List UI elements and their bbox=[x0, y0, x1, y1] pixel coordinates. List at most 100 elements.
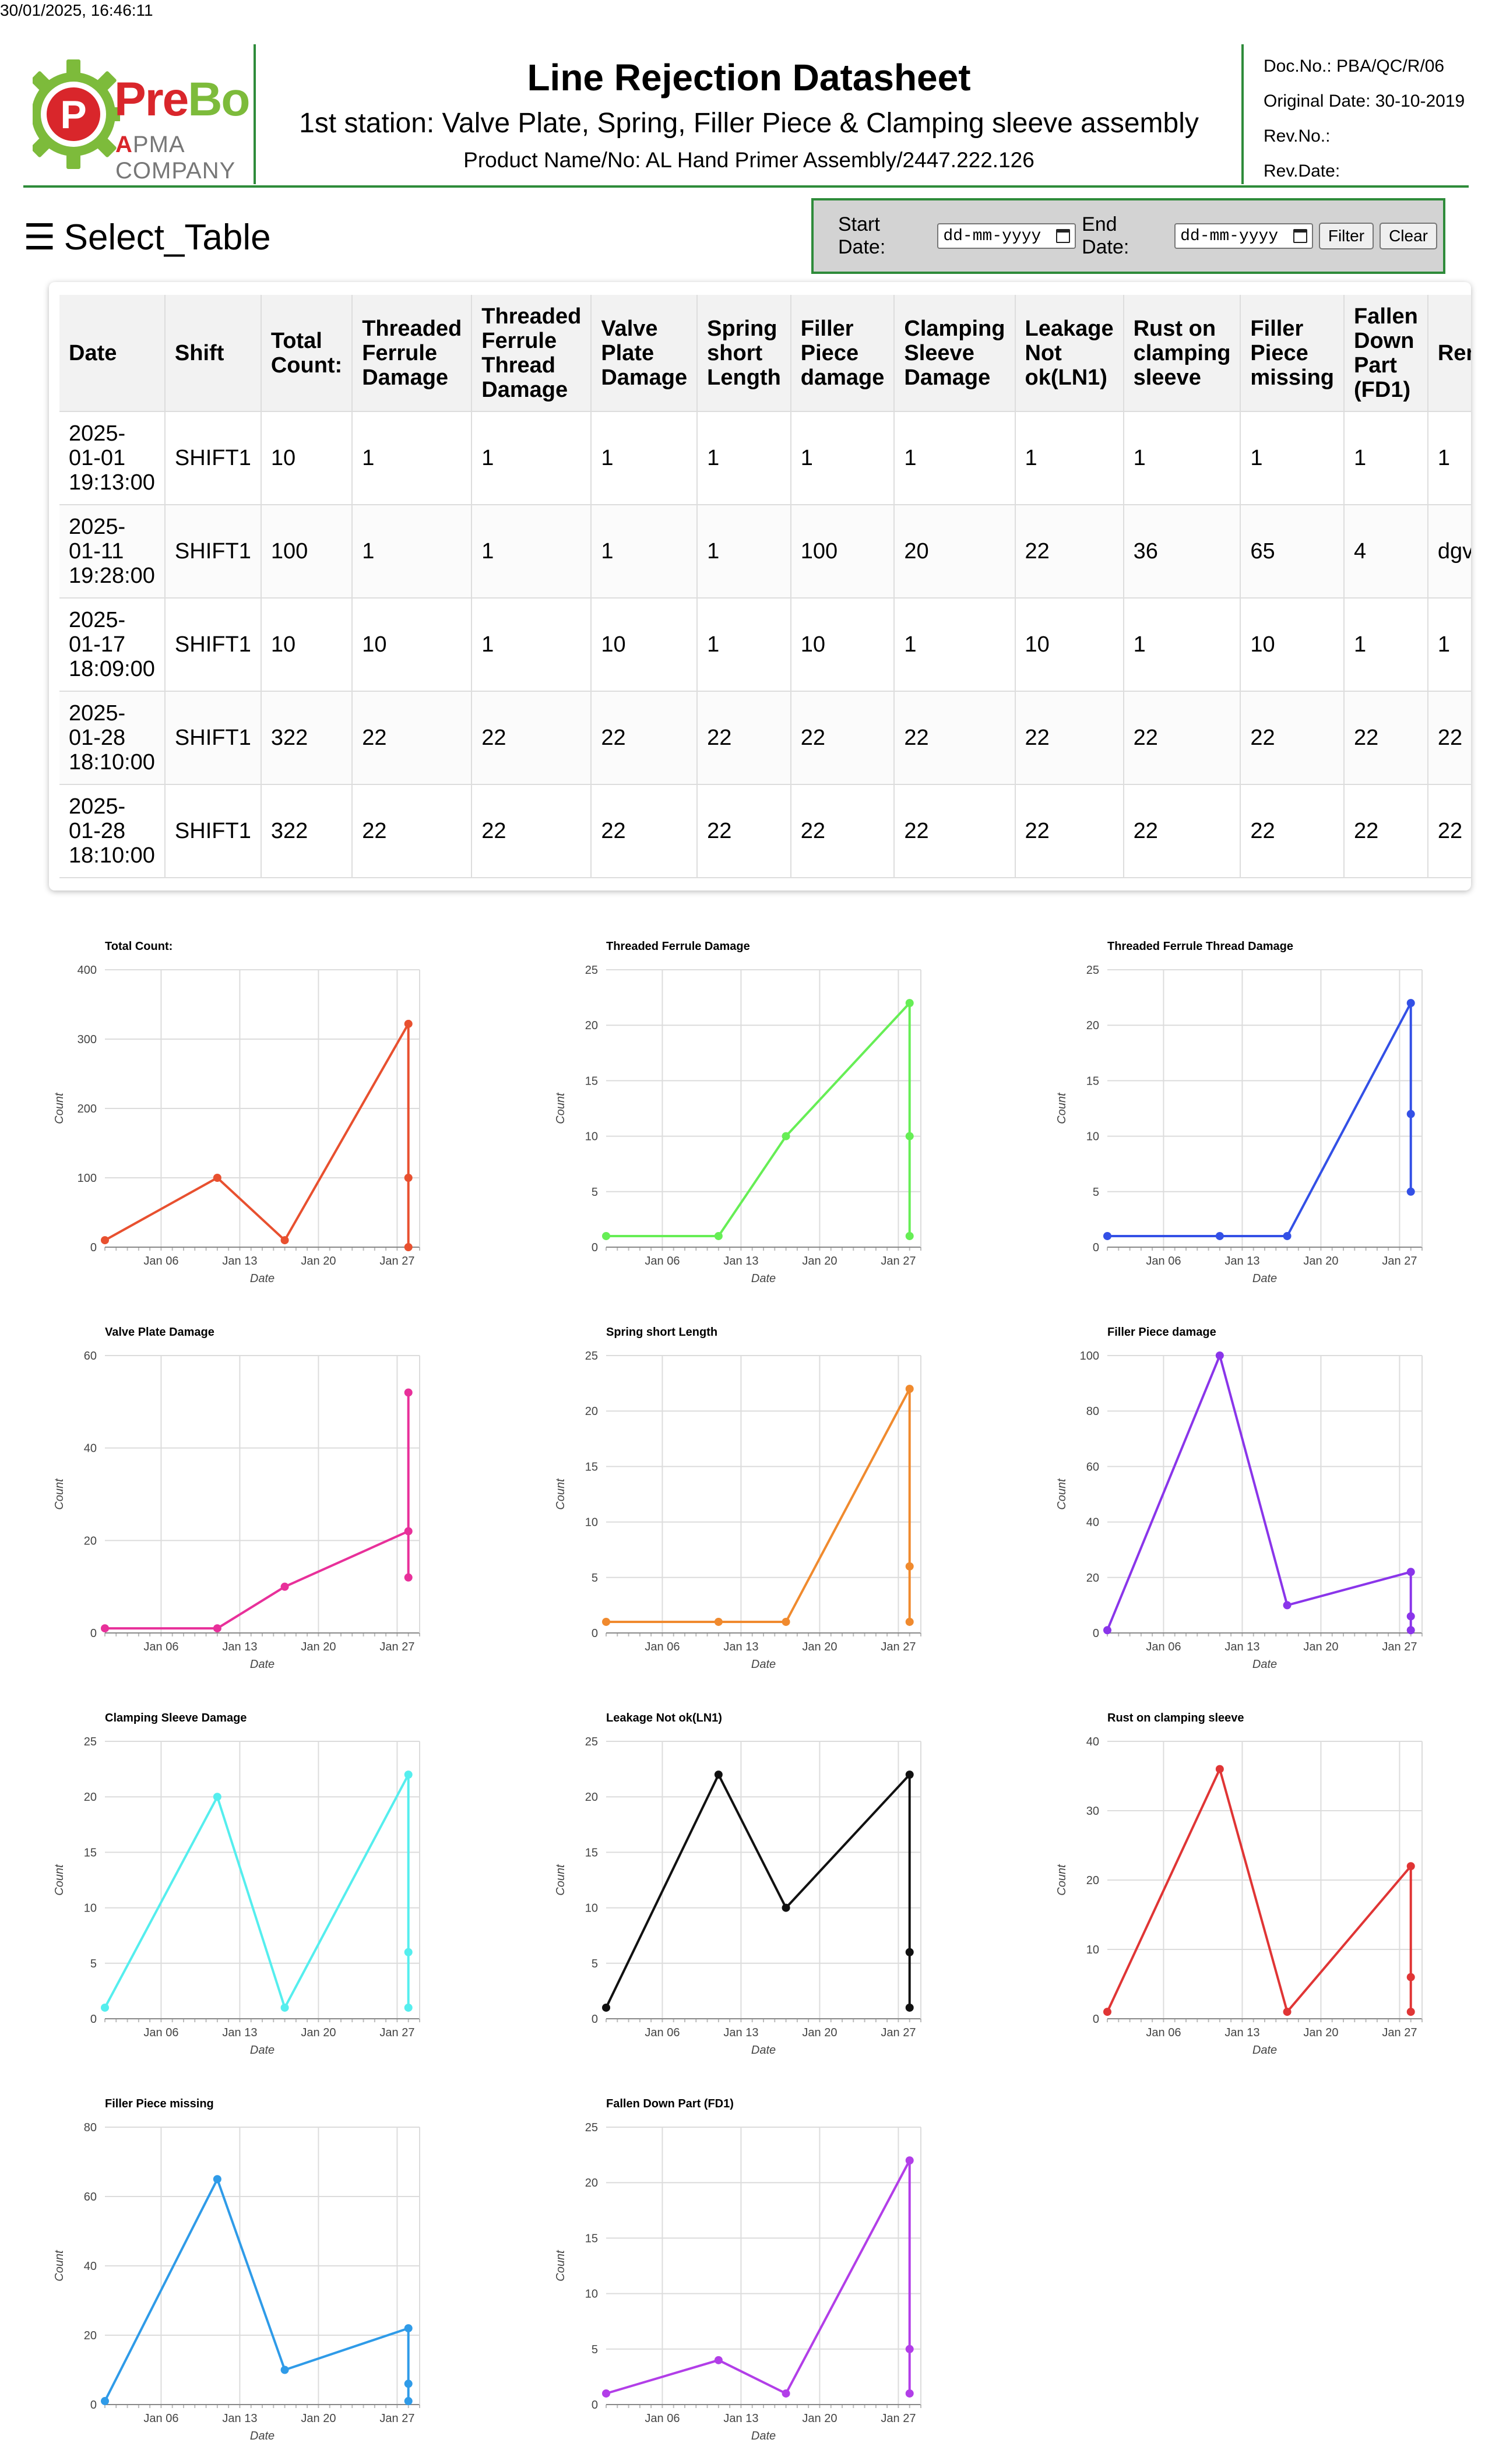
data-point[interactable] bbox=[782, 1132, 790, 1141]
table-cell: 22 bbox=[697, 784, 791, 878]
data-point[interactable] bbox=[1103, 1626, 1111, 1635]
data-point[interactable] bbox=[905, 1562, 914, 1571]
data-point[interactable] bbox=[905, 1770, 914, 1779]
series-line bbox=[104, 1774, 410, 2011]
y-tick-label: 0 bbox=[1093, 1627, 1099, 1640]
start-date-input[interactable]: dd-mm-yyyy bbox=[937, 223, 1076, 249]
data-point[interactable] bbox=[1283, 1601, 1292, 1610]
data-point[interactable] bbox=[1406, 1187, 1415, 1196]
y-tick-label: 10 bbox=[1086, 1131, 1099, 1143]
data-point[interactable] bbox=[1103, 1231, 1111, 1240]
select-table-menu[interactable]: ☰ Select_Table bbox=[23, 214, 271, 261]
calendar-icon[interactable] bbox=[1056, 229, 1071, 243]
y-tick-label: 15 bbox=[84, 1846, 97, 1859]
data-point[interactable] bbox=[1215, 1351, 1224, 1360]
calendar-icon[interactable] bbox=[1293, 229, 1307, 243]
hamburger-icon[interactable]: ☰ bbox=[23, 217, 56, 258]
y-tick-label: 200 bbox=[78, 1103, 97, 1115]
data-point[interactable] bbox=[782, 1903, 790, 1912]
x-tick-label: Jan 06 bbox=[143, 2412, 178, 2425]
data-point[interactable] bbox=[404, 1243, 413, 1251]
x-tick-label: Jan 20 bbox=[1303, 1255, 1338, 1268]
data-point[interactable] bbox=[905, 1617, 914, 1626]
data-point[interactable] bbox=[714, 2356, 723, 2364]
data-point[interactable] bbox=[404, 1527, 413, 1536]
data-point[interactable] bbox=[404, 1388, 413, 1397]
data-point[interactable] bbox=[1406, 1973, 1415, 1981]
data-point[interactable] bbox=[1406, 1862, 1415, 1871]
data-point[interactable] bbox=[1406, 999, 1415, 1008]
data-point[interactable] bbox=[1215, 1765, 1224, 1773]
data-point[interactable] bbox=[1283, 1231, 1292, 1240]
table-row: 2025-01-28 18:10:00 SHIFT1 322 22 22 22 22 22 22… bbox=[59, 784, 1471, 878]
x-tick-label: Jan 27 bbox=[881, 1255, 916, 1268]
data-point[interactable] bbox=[905, 999, 914, 1008]
logo-icon-letter: P bbox=[60, 93, 86, 137]
data-point[interactable] bbox=[1103, 2008, 1111, 2016]
data-point[interactable] bbox=[404, 2003, 413, 2012]
data-point[interactable] bbox=[714, 1770, 723, 1779]
x-tick-label: Jan 27 bbox=[1382, 2026, 1417, 2039]
x-tick-label: Jan 20 bbox=[1303, 2026, 1338, 2039]
data-point[interactable] bbox=[1406, 1110, 1415, 1118]
x-tick-label: Jan 13 bbox=[723, 2412, 758, 2425]
data-point[interactable] bbox=[905, 2345, 914, 2353]
data-point[interactable] bbox=[213, 1624, 221, 1633]
data-point[interactable] bbox=[213, 2175, 221, 2184]
table-cell: 1 bbox=[591, 411, 698, 505]
data-point[interactable] bbox=[905, 1132, 914, 1141]
data-point[interactable] bbox=[782, 1617, 790, 1626]
data-point[interactable] bbox=[404, 1770, 413, 1779]
series-line bbox=[1107, 1002, 1412, 1237]
data-point[interactable] bbox=[1406, 1568, 1415, 1576]
data-point[interactable] bbox=[404, 1174, 413, 1182]
data-point[interactable] bbox=[404, 1573, 413, 1582]
data-point[interactable] bbox=[404, 2324, 413, 2333]
data-point[interactable] bbox=[101, 1236, 109, 1245]
y-tick-label: 10 bbox=[585, 1902, 598, 1915]
clear-button[interactable]: Clear bbox=[1380, 223, 1437, 249]
x-tick-label: Jan 13 bbox=[723, 2026, 758, 2039]
data-point[interactable] bbox=[404, 2397, 413, 2406]
data-point[interactable] bbox=[101, 2397, 109, 2406]
y-tick-label: 300 bbox=[78, 1033, 97, 1046]
y-axis-label: Count bbox=[53, 1478, 66, 1510]
data-point[interactable] bbox=[905, 2389, 914, 2398]
data-point[interactable] bbox=[1406, 2008, 1415, 2016]
data-point[interactable] bbox=[101, 1624, 109, 1633]
data-point[interactable] bbox=[602, 2389, 610, 2398]
data-point[interactable] bbox=[1283, 2008, 1292, 2016]
chart-title: Threaded Ferrule Thread Damage bbox=[1107, 940, 1293, 953]
data-point[interactable] bbox=[280, 2366, 289, 2374]
data-point[interactable] bbox=[714, 1617, 723, 1626]
filter-button[interactable]: Filter bbox=[1318, 223, 1374, 249]
data-point[interactable] bbox=[602, 1231, 610, 1240]
data-point[interactable] bbox=[905, 2003, 914, 2012]
data-point[interactable] bbox=[280, 1236, 289, 1245]
chart-total-count: Total Count: 0 100 200 300 400 Jan 06 Jan 13 Jan… bbox=[47, 932, 431, 1285]
table-cell: 22 bbox=[1015, 691, 1124, 785]
table-cell: 2025-01-17 18:09:00 bbox=[59, 598, 166, 692]
data-point[interactable] bbox=[782, 2389, 790, 2398]
data-point[interactable] bbox=[213, 1793, 221, 1801]
data-point[interactable] bbox=[905, 1948, 914, 1956]
y-tick-label: 15 bbox=[1086, 1075, 1099, 1087]
data-point[interactable] bbox=[1406, 1612, 1415, 1621]
data-point[interactable] bbox=[101, 2003, 109, 2012]
data-point[interactable] bbox=[905, 2156, 914, 2165]
x-tick-label: Jan 20 bbox=[802, 1255, 837, 1268]
data-point[interactable] bbox=[404, 1019, 413, 1028]
data-point[interactable] bbox=[213, 1174, 221, 1182]
data-point[interactable] bbox=[404, 2379, 413, 2388]
data-point[interactable] bbox=[1215, 1231, 1224, 1240]
data-point[interactable] bbox=[905, 1231, 914, 1240]
data-point[interactable] bbox=[602, 2003, 610, 2012]
data-point[interactable] bbox=[280, 2003, 289, 2012]
data-point[interactable] bbox=[905, 1385, 914, 1393]
data-point[interactable] bbox=[714, 1231, 723, 1240]
data-point[interactable] bbox=[280, 1582, 289, 1591]
data-point[interactable] bbox=[404, 1948, 413, 1956]
data-point[interactable] bbox=[1406, 1626, 1415, 1635]
end-date-input[interactable]: dd-mm-yyyy bbox=[1174, 223, 1313, 249]
data-point[interactable] bbox=[602, 1617, 610, 1626]
